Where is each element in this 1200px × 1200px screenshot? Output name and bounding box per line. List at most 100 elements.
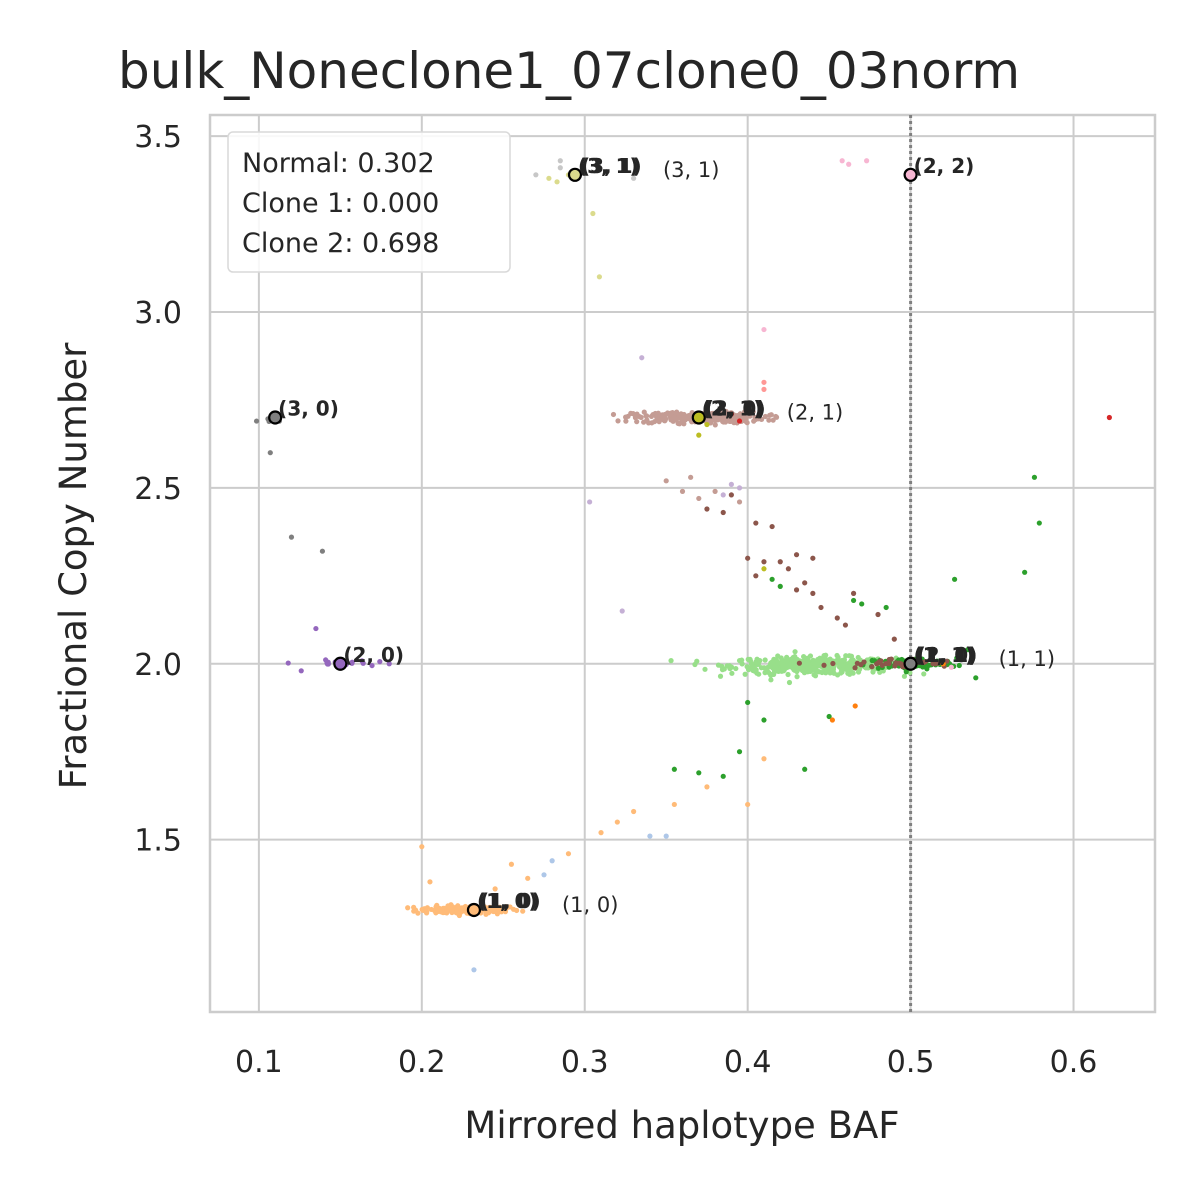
data-point <box>834 615 840 621</box>
data-point <box>830 660 836 667</box>
data-point <box>793 552 800 558</box>
data-point <box>733 665 739 672</box>
data-point <box>298 668 304 674</box>
data-point <box>850 597 857 604</box>
data-point <box>614 819 620 825</box>
data-point <box>757 658 763 664</box>
data-point <box>761 386 767 392</box>
data-point <box>411 904 417 910</box>
data-point <box>756 411 762 418</box>
data-point <box>903 669 909 675</box>
data-point <box>369 662 375 669</box>
data-point <box>973 675 979 681</box>
data-point <box>762 670 768 676</box>
data-point <box>349 660 355 666</box>
data-point <box>720 773 726 779</box>
data-point <box>951 576 958 582</box>
data-point <box>668 417 674 423</box>
data-point <box>883 604 889 611</box>
state-marker <box>903 167 918 182</box>
state-label-bold: (2, 0) <box>343 643 404 667</box>
data-point <box>770 665 776 671</box>
state-label-bold: (1, 0) <box>477 889 538 913</box>
data-point <box>419 844 425 850</box>
data-point <box>921 671 927 677</box>
data-point <box>1022 569 1028 575</box>
data-point <box>859 601 865 607</box>
state-label-overlap: (3, 0) <box>705 397 766 421</box>
data-point <box>775 667 782 673</box>
data-point <box>855 669 862 675</box>
data-point <box>747 413 753 419</box>
state-label-overlap: (2, 0) <box>917 643 978 667</box>
data-point <box>722 415 728 421</box>
data-point <box>596 274 603 280</box>
data-point <box>743 416 749 423</box>
data-point <box>819 669 825 676</box>
data-point <box>930 661 936 667</box>
data-point <box>663 833 669 839</box>
data-point <box>822 656 828 662</box>
data-point <box>761 717 767 723</box>
data-point <box>424 905 430 911</box>
data-point <box>852 665 858 671</box>
y-tick-label: 2.0 <box>134 648 182 683</box>
data-point <box>935 660 941 666</box>
y-tick-label: 3.0 <box>134 296 182 331</box>
data-point <box>533 172 539 178</box>
data-point <box>708 410 714 417</box>
data-point <box>631 808 637 815</box>
data-point <box>926 662 932 668</box>
data-point <box>377 659 383 665</box>
state-label-overlap: (2, 1) <box>705 397 766 421</box>
data-point <box>458 909 464 915</box>
data-point <box>639 355 645 361</box>
data-point <box>623 418 629 424</box>
data-point <box>634 419 640 425</box>
data-point <box>729 670 735 676</box>
data-point <box>720 509 726 516</box>
data-point <box>541 872 547 878</box>
data-point <box>415 910 421 916</box>
x-tick-label: 0.6 <box>1050 1045 1098 1080</box>
data-point <box>525 875 531 881</box>
data-point <box>827 670 833 676</box>
state-marker <box>691 410 706 425</box>
data-point <box>790 661 797 668</box>
data-point <box>319 548 326 554</box>
data-point <box>641 409 647 415</box>
data-point <box>638 414 644 420</box>
data-point <box>765 664 771 670</box>
data-point <box>440 909 447 916</box>
data-point <box>846 161 852 167</box>
y-axis-label: Fractional Copy Number <box>52 342 95 789</box>
x-axis-label: Mirrored haplotype BAF <box>464 1104 899 1147</box>
data-point <box>462 907 469 913</box>
data-point <box>736 418 743 424</box>
data-point <box>794 674 800 680</box>
state-label-overlap: (1, 1) <box>917 643 978 667</box>
data-point <box>861 659 867 665</box>
data-point <box>801 670 808 676</box>
data-point <box>841 657 848 663</box>
data-point <box>557 158 563 164</box>
data-point <box>753 520 759 526</box>
data-point <box>741 409 748 415</box>
state-marker <box>903 656 918 671</box>
data-point <box>508 861 515 867</box>
data-point <box>788 656 794 662</box>
data-point <box>775 653 781 659</box>
state-label-bold: (3, 1) <box>578 154 639 178</box>
data-point <box>839 158 845 164</box>
data-point <box>879 662 885 668</box>
data-point <box>492 886 498 892</box>
data-point <box>922 658 929 665</box>
data-point <box>810 555 816 561</box>
data-point <box>679 488 686 494</box>
data-point <box>762 657 768 663</box>
data-point <box>285 660 291 666</box>
data-point <box>815 668 821 675</box>
data-point <box>758 416 765 422</box>
data-point <box>805 660 811 666</box>
data-point <box>864 158 870 164</box>
